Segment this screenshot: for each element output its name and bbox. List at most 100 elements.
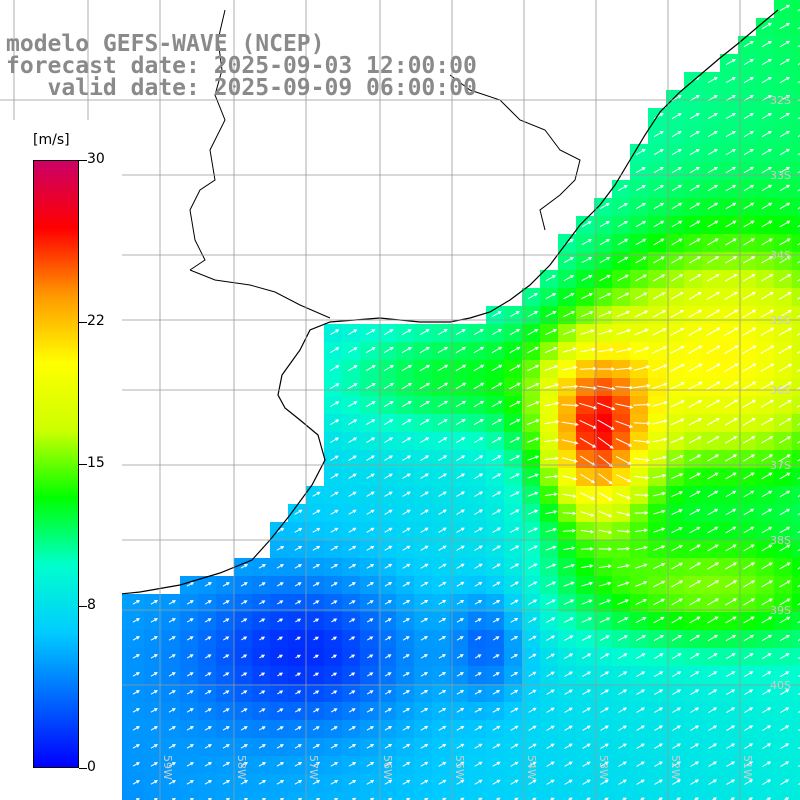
wind-arrow [331, 690, 338, 695]
wind-arrow [383, 382, 394, 390]
wind-arrow [580, 511, 595, 517]
wind-arrow [420, 743, 429, 749]
wind-arrow [562, 347, 577, 353]
wind-cell [792, 504, 800, 523]
wind-arrow [599, 617, 611, 623]
wind-arrow [671, 256, 684, 264]
wind-arrow [761, 112, 772, 120]
wind-arrow [474, 581, 483, 587]
wind-arrow [708, 779, 718, 785]
wind-arrow [634, 310, 649, 318]
wind-cell [270, 792, 289, 800]
wind-arrow [561, 403, 579, 408]
wind-arrow [401, 382, 413, 390]
wind-arrow [707, 634, 719, 642]
wind-arrow [779, 472, 791, 480]
colorbar-tick-label: 0 [87, 759, 96, 775]
wind-arrow [762, 725, 772, 731]
wind-arrow [581, 221, 592, 228]
wind-arrow [420, 509, 429, 515]
wind-arrow [778, 381, 792, 390]
wind-arrow [561, 384, 579, 389]
wind-arrow [402, 779, 411, 785]
wind-arrow [349, 636, 356, 641]
wind-arrow [797, 116, 800, 120]
wind-arrow [618, 671, 628, 677]
wind-arrow [688, 291, 702, 300]
wind-arrow [330, 600, 338, 605]
wind-arrow [797, 548, 800, 552]
wind-arrow [384, 491, 393, 497]
wind-arrow [366, 618, 374, 623]
wind-arrow [474, 743, 483, 749]
wind-arrow [706, 436, 720, 444]
wind-arrow [760, 345, 775, 354]
wind-arrow [653, 167, 664, 174]
wind-arrow [456, 672, 464, 677]
wind-arrow [510, 563, 520, 569]
wind-arrow [563, 599, 575, 605]
wind-arrow [564, 725, 573, 731]
wind-arrow [261, 798, 267, 800]
wind-arrow [652, 437, 668, 443]
wind-arrow [510, 617, 519, 623]
longitude-label: 53W [597, 755, 610, 780]
wind-arrow [510, 581, 519, 587]
wind-arrow [222, 600, 230, 605]
wind-arrow [384, 563, 393, 569]
wind-cell [180, 792, 199, 800]
wind-arrow [492, 654, 500, 659]
wind-arrow [725, 256, 738, 264]
wind-arrow [761, 472, 773, 480]
wind-arrow [456, 725, 465, 731]
wind-arrow [222, 672, 230, 677]
wind-arrow [562, 365, 578, 371]
colorbar-tick-label: 8 [87, 596, 96, 613]
wind-arrow [150, 708, 158, 713]
wind-arrow [779, 274, 792, 282]
wind-arrow [366, 600, 374, 605]
wind-arrow [653, 545, 666, 551]
wind-arrow [563, 275, 575, 282]
wind-arrow [797, 585, 800, 588]
wind-arrow [707, 616, 719, 624]
wind-arrow [652, 292, 666, 300]
wind-arrow [277, 654, 283, 659]
wind-arrow [725, 220, 737, 228]
wind-arrow [526, 382, 540, 390]
wind-arrow [294, 527, 303, 533]
wind-arrow [168, 744, 176, 749]
wind-arrow [761, 508, 773, 516]
wind-arrow [761, 616, 773, 624]
wind-arrow [204, 636, 212, 641]
wind-arrow [384, 473, 393, 479]
wind-arrow [797, 567, 800, 570]
wind-arrow [438, 455, 448, 461]
wind-arrow [725, 454, 738, 462]
wind-arrow [707, 653, 718, 660]
wind-arrow [186, 672, 194, 677]
wind-arrow [204, 708, 212, 713]
wind-arrow [509, 400, 521, 408]
wind-arrow [383, 364, 394, 372]
wind-arrow [670, 327, 685, 336]
wind-arrow [617, 653, 628, 659]
wind-arrow [633, 457, 650, 462]
wind-arrow [240, 600, 248, 605]
wind-arrow [509, 346, 521, 354]
wind-arrow [204, 618, 212, 623]
model-title: modelo GEFS-WAVE (NCEP) [6, 31, 325, 57]
wind-arrow [761, 40, 773, 48]
wind-cell [792, 198, 800, 217]
wind-arrow [742, 381, 757, 390]
wind-arrow [366, 563, 375, 569]
wind-arrow [633, 421, 651, 426]
wind-arrow [405, 797, 411, 800]
wind-cell [342, 792, 361, 800]
wind-arrow [366, 779, 375, 785]
wind-arrow [633, 383, 651, 389]
wind-arrow [331, 636, 338, 641]
wind-cell [792, 648, 800, 667]
wind-arrow [168, 636, 176, 641]
wind-arrow [599, 581, 612, 587]
